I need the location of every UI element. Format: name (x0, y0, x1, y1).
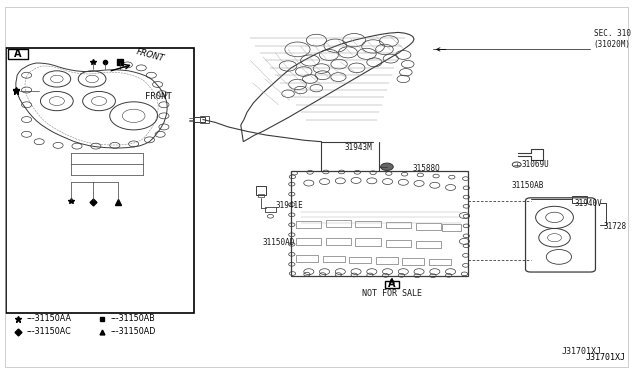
Bar (200, 116, 209, 123)
Text: ---31150AD: ---31150AD (111, 327, 156, 336)
Bar (258, 194, 264, 197)
Text: 31069U: 31069U (521, 160, 549, 169)
Bar (8, 49, 28, 59)
Bar (429, 259, 451, 265)
Text: 31150AD: 31150AD (263, 238, 295, 247)
Text: FRONT: FRONT (145, 92, 172, 101)
Bar (326, 238, 351, 245)
Bar (402, 258, 424, 264)
Text: ---31150AB: ---31150AB (111, 314, 156, 323)
Text: ---31150AA: ---31150AA (27, 314, 72, 323)
Text: NOT FOR SALE: NOT FOR SALE (362, 289, 422, 298)
Bar (326, 220, 351, 227)
Text: 31941E: 31941E (275, 201, 303, 210)
Bar (291, 171, 468, 276)
Bar (385, 280, 399, 288)
Bar (376, 257, 397, 264)
Bar (355, 221, 381, 227)
Bar (256, 186, 266, 195)
Bar (416, 223, 441, 230)
Text: 31150AB: 31150AB (511, 181, 544, 190)
Bar (386, 222, 411, 228)
Bar (386, 240, 411, 247)
Text: 31943M: 31943M (345, 143, 372, 152)
Text: J31701XJ: J31701XJ (561, 347, 601, 356)
Text: A: A (388, 279, 396, 289)
Bar (572, 196, 588, 203)
Text: ---31150AC: ---31150AC (27, 327, 71, 336)
Bar (442, 224, 461, 231)
Bar (265, 208, 276, 212)
Bar (355, 238, 381, 246)
Text: SEC. 310: SEC. 310 (593, 29, 630, 38)
Bar (349, 257, 371, 263)
Text: J31701XJ: J31701XJ (585, 353, 625, 362)
Bar (296, 238, 321, 245)
Bar (416, 241, 441, 248)
Text: FRONT: FRONT (136, 47, 166, 63)
Circle shape (381, 163, 393, 170)
Bar (296, 221, 321, 228)
Bar (296, 255, 318, 262)
Text: 31588Q: 31588Q (413, 164, 440, 173)
Text: 31728: 31728 (603, 222, 626, 231)
Bar (193, 116, 205, 122)
Text: A: A (14, 49, 22, 59)
Bar (323, 256, 345, 262)
Text: (31020M): (31020M) (593, 40, 630, 49)
Bar (6, 48, 194, 313)
Text: 31940V: 31940V (575, 199, 602, 208)
